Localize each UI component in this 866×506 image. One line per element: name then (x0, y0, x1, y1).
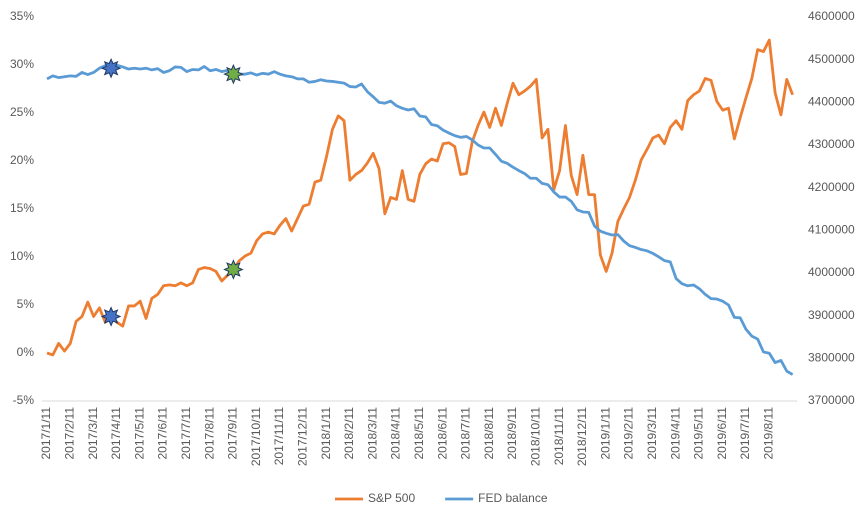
highlight-star (100, 306, 122, 327)
x-tick-label: 2018/6/11 (435, 407, 449, 460)
x-tick-label: 2019/6/11 (715, 407, 729, 460)
y2-tick-label: 4000000 (808, 265, 855, 279)
highlight-star (100, 57, 122, 79)
x-tick-label: 2017/1/11 (39, 407, 53, 460)
y2-tick-label: 3900000 (808, 308, 855, 322)
y-tick-label: 5% (17, 297, 35, 311)
x-tick-label: 2018/8/11 (482, 407, 496, 460)
x-tick-label: 2017/9/11 (226, 407, 240, 460)
x-tick-label: 2018/7/11 (459, 407, 473, 460)
y2-tick-label: 3800000 (808, 351, 855, 365)
x-tick-label: 2017/12/11 (295, 407, 309, 466)
y2-tick-label: 4600000 (808, 9, 855, 23)
x-tick-label: 2018/5/11 (412, 407, 426, 460)
x-tick-label: 2017/6/11 (156, 407, 170, 460)
x-tick-label: 2017/10/11 (249, 407, 263, 466)
x-tick-label: 2019/2/11 (622, 407, 636, 460)
series-line (46, 63, 794, 376)
y2-tick-label: 3700000 (808, 393, 855, 407)
y-tick-label: 10% (10, 249, 34, 263)
y2-tick-label: 4400000 (808, 95, 855, 109)
x-tick-label: 2018/10/11 (528, 407, 542, 466)
y-tick-label: 0% (17, 345, 35, 359)
y-tick-label: -5% (13, 393, 35, 407)
x-tick-label: 2017/7/11 (179, 407, 193, 460)
series-line (46, 38, 794, 357)
y-tick-label: 35% (10, 9, 34, 23)
y2-tick-label: 4200000 (808, 180, 855, 194)
x-tick-label: 2018/12/11 (575, 407, 589, 466)
highlight-star (223, 63, 244, 85)
x-tick-label: 2017/4/11 (109, 407, 123, 460)
x-tick-label: 2017/3/11 (86, 407, 100, 460)
x-tick-label: 2018/2/11 (342, 407, 356, 460)
x-tick-label: 2019/5/11 (692, 407, 706, 460)
x-tick-label: 2018/4/11 (389, 407, 403, 460)
x-tick-label: 2018/9/11 (505, 407, 519, 460)
y2-tick-label: 4100000 (808, 223, 855, 237)
y-tick-label: 20% (10, 153, 34, 167)
legend-label: S&P 500 (368, 491, 415, 505)
x-tick-label: 2019/8/11 (761, 407, 775, 460)
x-tick-label: 2019/7/11 (738, 407, 752, 460)
x-tick-label: 2017/2/11 (62, 407, 76, 460)
x-tick-label: 2019/1/11 (598, 407, 612, 460)
x-tick-label: 2019/4/11 (668, 407, 682, 460)
y-tick-label: 30% (10, 57, 34, 71)
legend-label: FED balance (478, 491, 548, 505)
y-tick-label: 25% (10, 105, 34, 119)
x-tick-label: 2017/8/11 (202, 407, 216, 460)
y2-tick-label: 4300000 (808, 137, 855, 151)
x-tick-label: 2018/11/11 (552, 407, 566, 466)
x-tick-label: 2018/3/11 (365, 407, 379, 460)
x-tick-label: 2019/3/11 (645, 407, 659, 460)
y-tick-label: 15% (10, 201, 34, 215)
x-tick-label: 2017/5/11 (132, 407, 146, 460)
x-tick-label: 2018/1/11 (319, 407, 333, 460)
y2-tick-label: 4500000 (808, 52, 855, 66)
highlight-star (223, 259, 244, 280)
x-tick-label: 2017/11/11 (272, 407, 286, 466)
